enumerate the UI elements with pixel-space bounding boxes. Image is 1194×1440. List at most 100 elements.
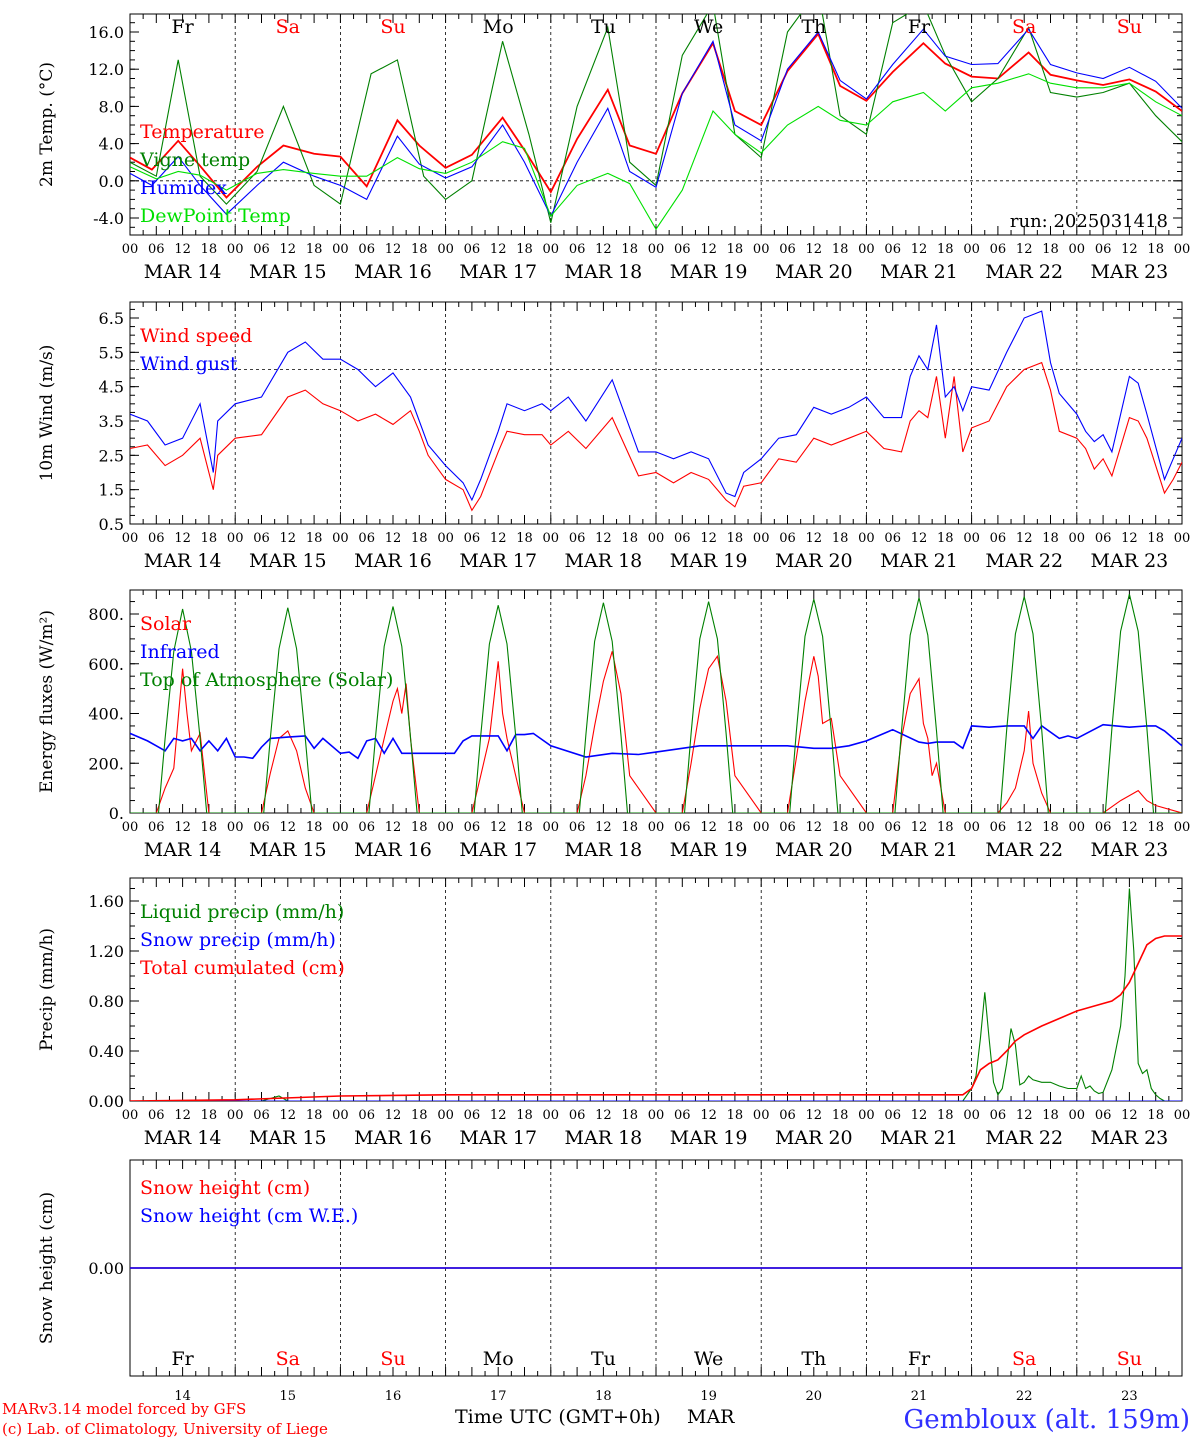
hour-label: 06: [674, 242, 691, 257]
legend-entry: Temperature: [140, 121, 264, 143]
hour-label: 00: [437, 242, 454, 257]
y-tick-label: 4.0: [99, 135, 124, 154]
hour-label: 06: [884, 242, 901, 257]
hour-label: 18: [832, 531, 849, 546]
hour-label: 12: [700, 1108, 717, 1123]
day-number: 18: [595, 1389, 612, 1404]
hour-label: 18: [1042, 531, 1059, 546]
hour-label: 00: [1174, 242, 1191, 257]
date-label: MAR 20: [775, 550, 853, 572]
hour-label: 18: [621, 820, 638, 835]
date-label: MAR 20: [775, 839, 853, 861]
hour-label: 00: [648, 1108, 665, 1123]
time-axis-label: Time UTC (GMT+0h): [455, 1406, 661, 1428]
series-line-infrared: [130, 723, 1182, 760]
hour-label: 12: [385, 242, 402, 257]
panel-3: 800. 600. 400. 200. 0. Energy fluxes (W/m²) So…: [37, 589, 1190, 861]
hour-label: 06: [674, 531, 691, 546]
hour-label: 00: [122, 242, 139, 257]
panel-1: 16.0 12.0 8.0 4.0 0.0 -4.0 2m Temp. (°C) Temper…: [37, 13, 1191, 283]
hour-label: 18: [621, 1108, 638, 1123]
date-label: MAR 23: [1091, 261, 1169, 283]
hour-label: 00: [1069, 1108, 1086, 1123]
hour-label: 12: [1016, 531, 1033, 546]
hour-label: 12: [595, 1108, 612, 1123]
date-label: MAR 14: [144, 839, 222, 861]
y-tick-label: 12.0: [88, 60, 124, 79]
date-label: MAR 19: [670, 550, 748, 572]
panel-2: 6.5 5.5 4.5 3.5 2.5 1.5 0.5 10m Wind (m/s) Wind …: [37, 301, 1191, 572]
hour-label: 06: [464, 1108, 481, 1123]
day-number: 21: [911, 1389, 928, 1404]
hour-label: 00: [1174, 531, 1191, 546]
legend-entry: Infrared: [140, 641, 220, 663]
y-tick-label: 800.: [88, 605, 124, 624]
weekday-label: Fr: [171, 16, 194, 38]
hour-label: 06: [990, 531, 1007, 546]
hour-label: 00: [437, 1108, 454, 1123]
weekday-label: Sa: [276, 16, 300, 38]
hour-label: 12: [490, 242, 507, 257]
weekday-label: Tu: [591, 16, 616, 38]
legend-entry: Liquid precip (mm/h): [140, 901, 344, 923]
hour-label: 06: [1095, 531, 1112, 546]
hour-label: 06: [884, 820, 901, 835]
hour-label: 18: [937, 820, 954, 835]
weekday-label: Sa: [1012, 16, 1036, 38]
y-tick-label: -4.0: [93, 209, 124, 228]
hour-label: 18: [411, 531, 428, 546]
hour-label: 18: [1147, 531, 1164, 546]
hour-label: 06: [358, 1108, 375, 1123]
weekday-label: Th: [801, 16, 826, 38]
weekday-label: We: [694, 16, 723, 38]
month-label: MAR: [687, 1406, 735, 1428]
y-tick-label: 6.5: [99, 309, 124, 328]
hour-label: 06: [358, 531, 375, 546]
hour-label: 00: [122, 531, 139, 546]
hour-label: 12: [700, 531, 717, 546]
date-label: MAR 17: [459, 1127, 537, 1149]
hour-label: 00: [227, 820, 244, 835]
hour-label: 12: [280, 242, 297, 257]
series-line-temperature: [130, 32, 1182, 199]
hour-label: 18: [1147, 1108, 1164, 1123]
y-tick-label: 2.5: [99, 446, 124, 465]
y-tick-label: 8.0: [99, 97, 124, 116]
station-label: Gembloux (alt. 159m): [904, 1405, 1190, 1435]
hour-label: 06: [464, 531, 481, 546]
hour-label: 18: [516, 1108, 533, 1123]
hour-label: 12: [806, 820, 823, 835]
legend-entry: Snow height (cm): [140, 1177, 310, 1199]
series-line-dewpoint-temp: [130, 73, 1182, 231]
date-label: MAR 19: [670, 839, 748, 861]
series-line-top-of-atmosphere-solar-: [130, 593, 1182, 813]
hour-label: 12: [280, 820, 297, 835]
hour-label: 06: [358, 242, 375, 257]
hour-label: 00: [332, 242, 349, 257]
series-line-wind-speed: [130, 361, 1182, 512]
hour-label: 06: [569, 242, 586, 257]
hour-label: 06: [148, 1108, 165, 1123]
y-tick-label: 0.80: [88, 992, 124, 1011]
hour-label: 12: [700, 242, 717, 257]
y-tick-label: 3.5: [99, 412, 124, 431]
hour-label: 12: [911, 531, 928, 546]
hour-label: 18: [201, 1108, 218, 1123]
hour-label: 06: [990, 820, 1007, 835]
hour-label: 12: [806, 1108, 823, 1123]
y-tick-label: 1.20: [88, 942, 124, 961]
date-label: MAR 16: [354, 839, 432, 861]
hour-label: 00: [122, 1108, 139, 1123]
hour-label: 06: [674, 1108, 691, 1123]
hour-label: 12: [490, 1108, 507, 1123]
hour-label: 00: [753, 820, 770, 835]
hour-label: 12: [595, 531, 612, 546]
hour-label: 18: [832, 242, 849, 257]
hour-label: 12: [385, 820, 402, 835]
y-axis-title: 10m Wind (m/s): [37, 345, 57, 482]
y-axis-title: Energy fluxes (W/m²): [37, 610, 57, 793]
hour-label: 06: [884, 1108, 901, 1123]
hour-label: 06: [674, 820, 691, 835]
hour-label: 00: [437, 531, 454, 546]
